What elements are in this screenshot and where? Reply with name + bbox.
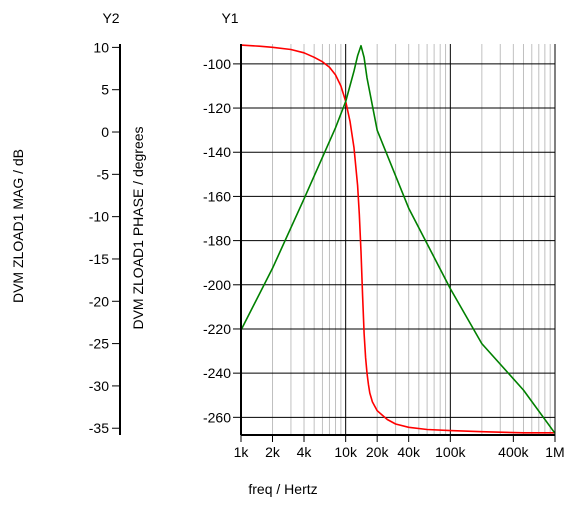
x-tick-label: 2k [265, 444, 281, 460]
y2-tick-label: -5 [97, 166, 110, 182]
y2-tick-label: 10 [93, 39, 109, 55]
y1-tick-label: -120 [203, 100, 231, 116]
x-tick-label: 40k [397, 444, 421, 460]
y1-axis-title: DVM ZLOAD1 PHASE / degrees [130, 126, 146, 329]
y2-tick-label: -35 [89, 420, 109, 436]
y1-header: Y1 [221, 10, 238, 26]
y2-header: Y2 [102, 10, 119, 26]
y2-tick-label: -10 [89, 209, 109, 225]
y2-tick-label: 5 [101, 82, 109, 98]
magnitude-series-line [240, 44, 556, 434]
x-tick-label: 4k [297, 444, 313, 460]
y2-tick-label: -15 [89, 251, 109, 267]
x-tick-label: 400k [498, 444, 529, 460]
y1-tick-label: -140 [203, 144, 231, 160]
y1-tick-label: -240 [203, 365, 231, 381]
y1-tick-label: -160 [203, 188, 231, 204]
phase-series-line [240, 44, 555, 434]
y2-tick-label: -20 [89, 293, 109, 309]
x-tick-label: 1M [545, 444, 564, 460]
y2-tick-label: -30 [89, 378, 109, 394]
labels: -100 -120 -140 -160 -180 -200 -220 -240 -260 10 5 0… [10, 10, 565, 497]
y1-tick-label: -200 [203, 277, 231, 293]
x-tick-label: 1k [234, 444, 250, 460]
x-tick-label: 10k [334, 444, 358, 460]
x-axis-title: freq / Hertz [248, 481, 317, 497]
y1-tick-label: -180 [203, 233, 231, 249]
y2-axis-title: DVM ZLOAD1 MAG / dB [10, 149, 26, 303]
axes [112, 44, 556, 442]
y1-tick-label: -220 [203, 321, 231, 337]
x-tick-label: 100k [435, 444, 466, 460]
y1-tick-label: -260 [203, 409, 231, 425]
grid [241, 44, 555, 435]
series-group [240, 44, 556, 434]
y1-tick-label: -100 [203, 56, 231, 72]
y2-tick-label: 0 [101, 124, 109, 140]
y2-tick-label: -25 [89, 336, 109, 352]
x-tick-label: 20k [366, 444, 390, 460]
